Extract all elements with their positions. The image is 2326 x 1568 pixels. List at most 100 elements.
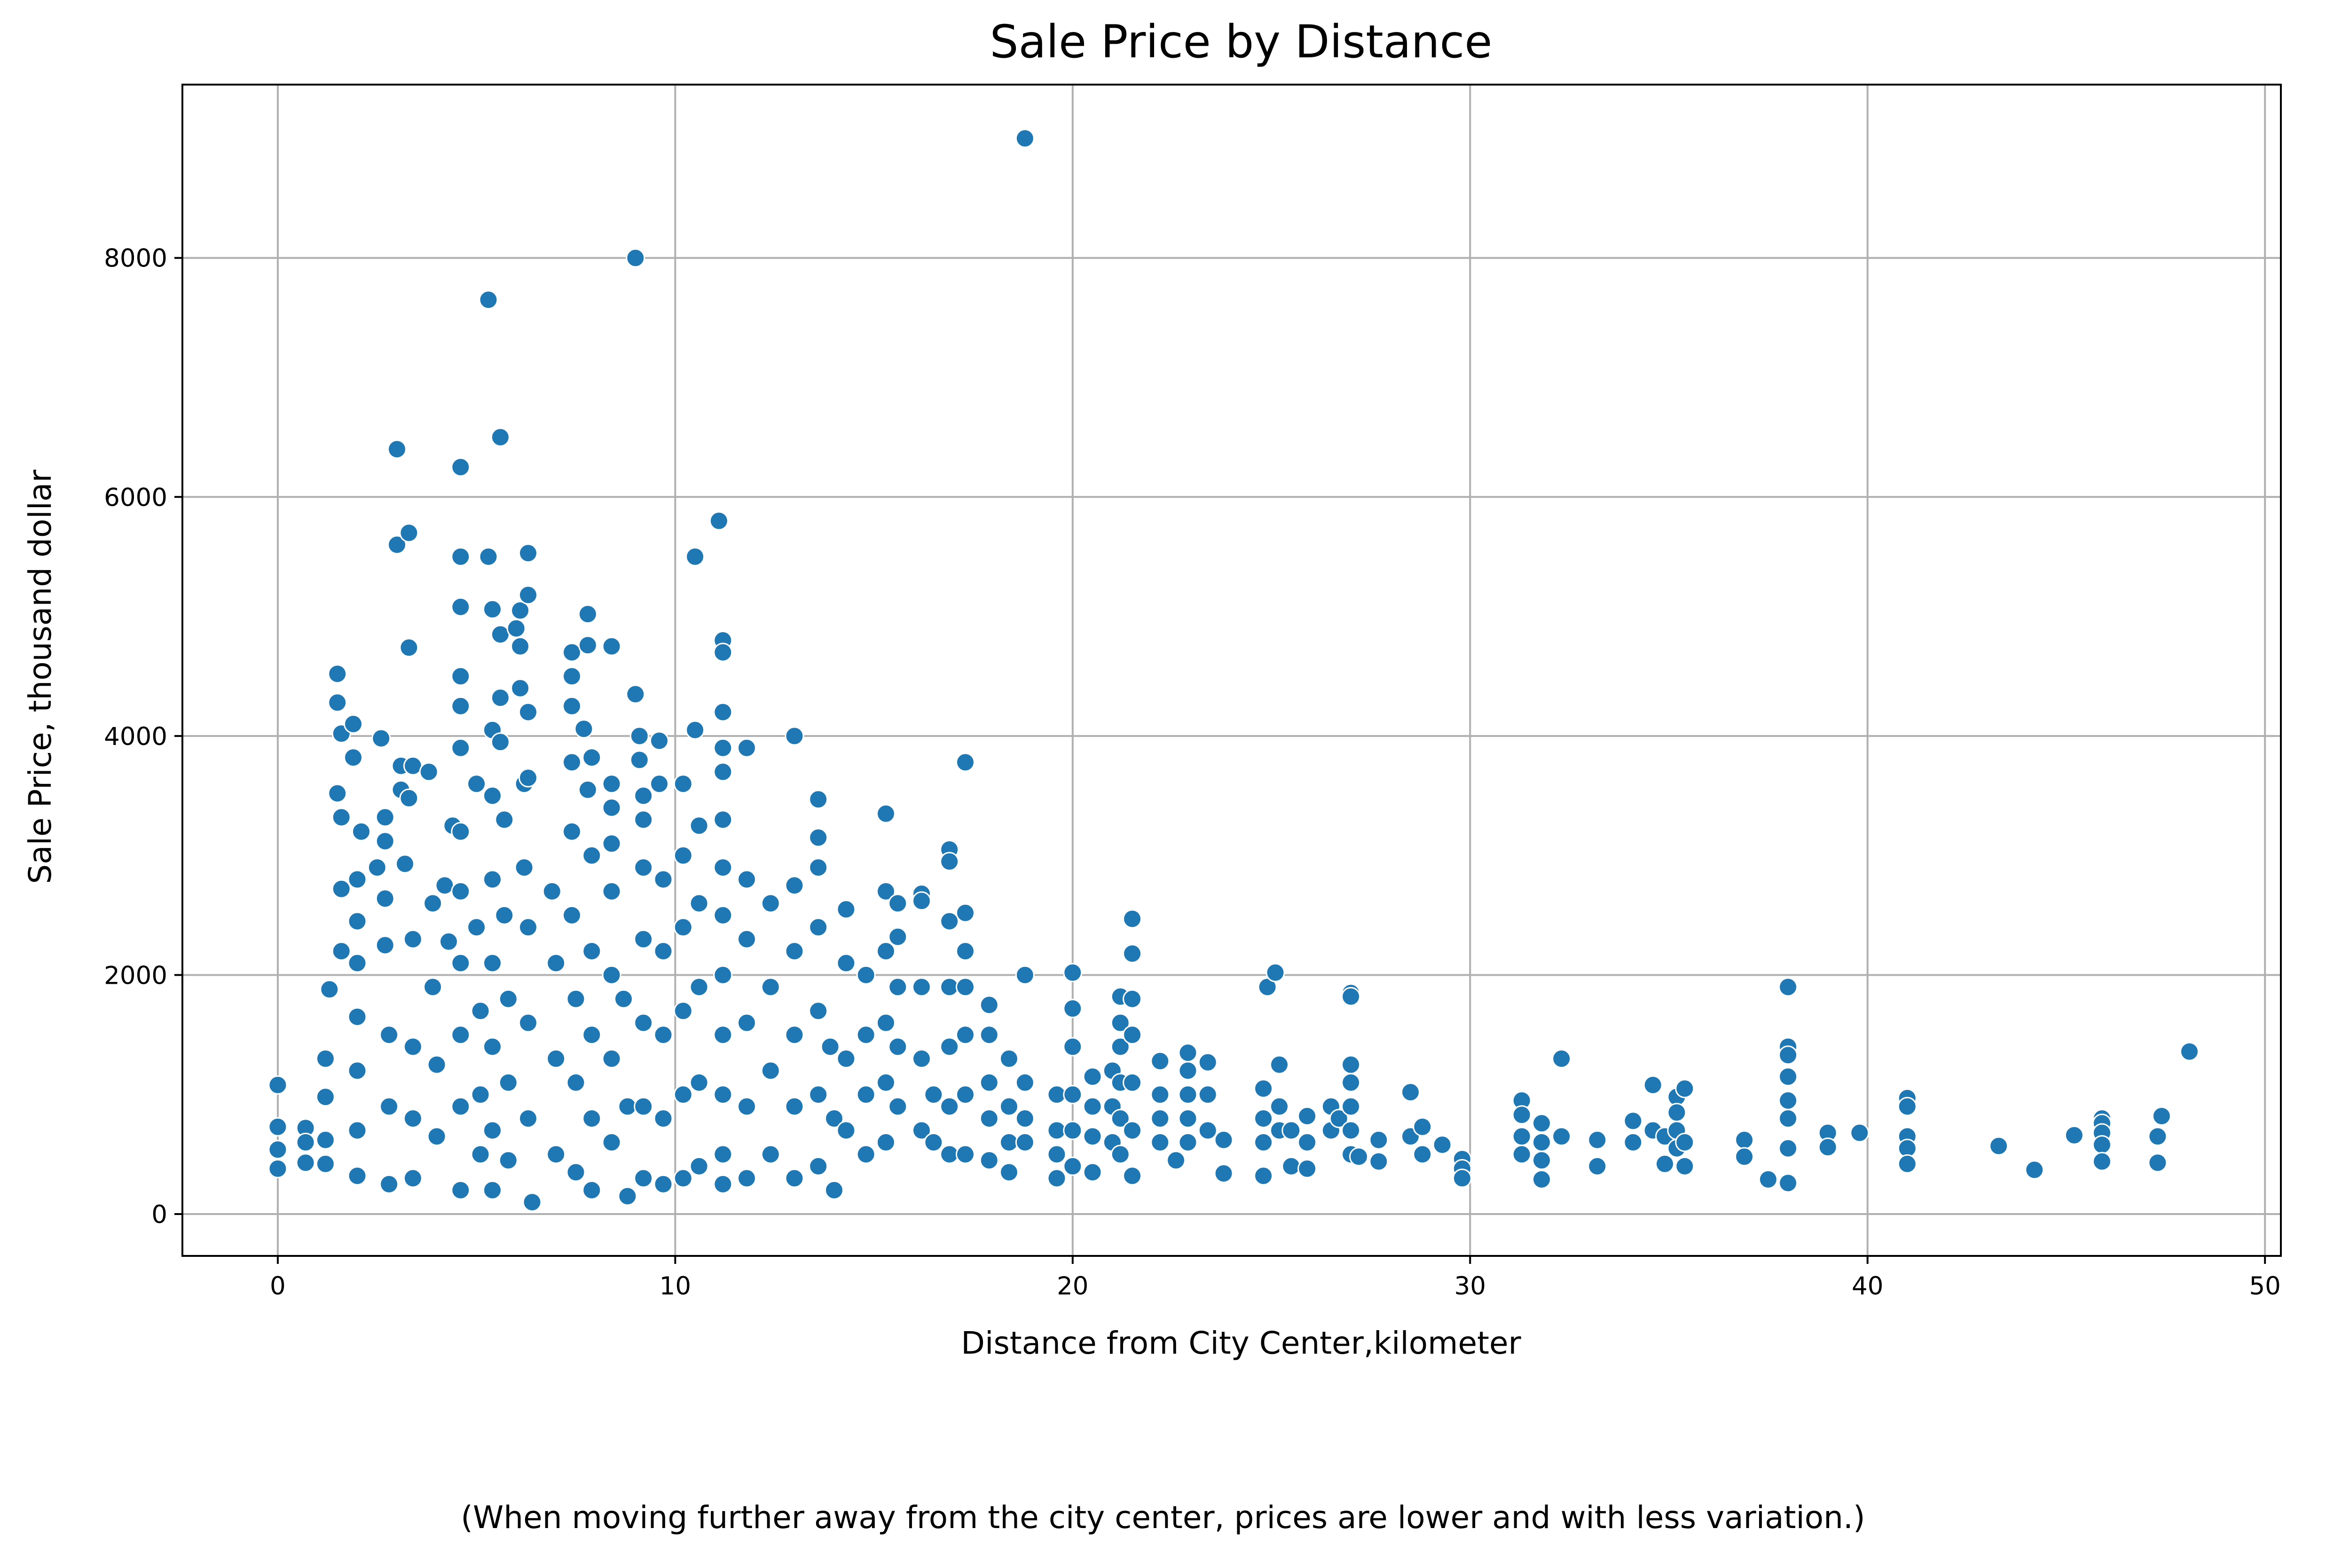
data-point [1778,1173,1798,1193]
data-point [809,917,828,937]
data-point [483,1037,502,1057]
data-point [1063,963,1083,982]
data-point [451,457,471,477]
data-point [912,977,931,997]
data-point [268,1117,288,1137]
data-point [737,1013,756,1033]
data-point [347,911,367,931]
data-point [709,511,729,531]
data-point [1778,1067,1798,1087]
data-point [1532,1151,1551,1170]
data-point [582,1109,602,1129]
data-point [618,1186,637,1206]
data-point [1110,1109,1130,1129]
data-point [737,738,756,758]
data-point [2148,1127,2168,1146]
data-point [761,977,780,997]
data-point [924,1085,943,1105]
data-point [519,1013,538,1033]
data-point [483,1121,502,1140]
data-point [1297,1132,1317,1152]
grid-lines [182,85,2281,1256]
data-point [328,784,347,803]
data-point [328,693,347,713]
data-point [785,876,804,895]
data-point [451,953,471,973]
data-point [347,1121,367,1140]
data-point [940,911,959,931]
data-point [602,834,621,854]
data-point [1675,1156,1695,1176]
data-point [1270,1097,1289,1116]
data-point [1369,1130,1389,1150]
data-point [506,619,526,638]
data-point [268,1159,288,1178]
data-point [2180,1042,2199,1061]
x-tick-label: 40 [1852,1272,1883,1301]
data-point [451,1097,471,1116]
data-point [1643,1075,1663,1095]
data-point [825,1180,844,1200]
data-point [479,290,498,310]
x-tick-label: 0 [270,1272,286,1301]
data-point [1198,1085,1218,1105]
data-point [1254,1166,1273,1186]
data-point [856,1145,876,1164]
data-point [1083,1162,1102,1182]
data-point [1623,1132,1643,1152]
data-point [673,1168,693,1188]
data-point [1778,1045,1798,1065]
data-point [375,808,395,827]
data-point [979,1025,999,1045]
data-point [578,780,597,800]
data-point [785,1168,804,1188]
chart-caption: (When moving further away from the city … [461,1499,1865,1536]
data-point [979,1151,999,1170]
data-point [940,1037,959,1057]
data-point [1083,1097,1102,1116]
data-point [1150,1051,1170,1071]
data-point [836,1049,856,1068]
data-point [490,625,510,644]
data-point [1297,1106,1317,1126]
data-point [999,1132,1019,1152]
data-point [1265,963,1285,982]
data-point [713,1145,733,1164]
data-point [1178,1085,1198,1105]
data-point [956,1085,975,1105]
data-point [519,917,538,937]
data-point [634,786,653,806]
data-point [403,929,423,949]
data-point [399,523,419,543]
data-point [1083,1067,1102,1087]
data-point [451,1180,471,1200]
data-point [1341,1073,1361,1092]
data-point [315,1087,335,1107]
data-point [785,726,804,746]
data-point [1015,965,1035,985]
data-point [1214,1130,1234,1150]
data-point [403,1109,423,1129]
data-point [1778,977,1798,997]
data-point [737,1168,756,1188]
data-point [1123,1073,1142,1092]
data-point [1552,1127,1572,1146]
data-point [1413,1117,1432,1137]
data-point [1083,1127,1102,1146]
data-point [483,599,502,619]
y-axis-label: Sale Price, thousand dollar [22,470,58,884]
data-point [399,788,419,808]
data-point [956,1145,975,1164]
data-point [673,1001,693,1021]
data-point [315,1049,335,1068]
data-point [1341,1121,1361,1140]
data-point [1254,1079,1273,1098]
data-point [856,965,876,985]
data-point [546,1145,566,1164]
data-point [2152,1106,2171,1126]
data-point [653,1174,673,1194]
data-point [1401,1082,1420,1102]
data-point [427,1055,447,1074]
data-point [1063,999,1083,1019]
data-point [566,1162,586,1182]
